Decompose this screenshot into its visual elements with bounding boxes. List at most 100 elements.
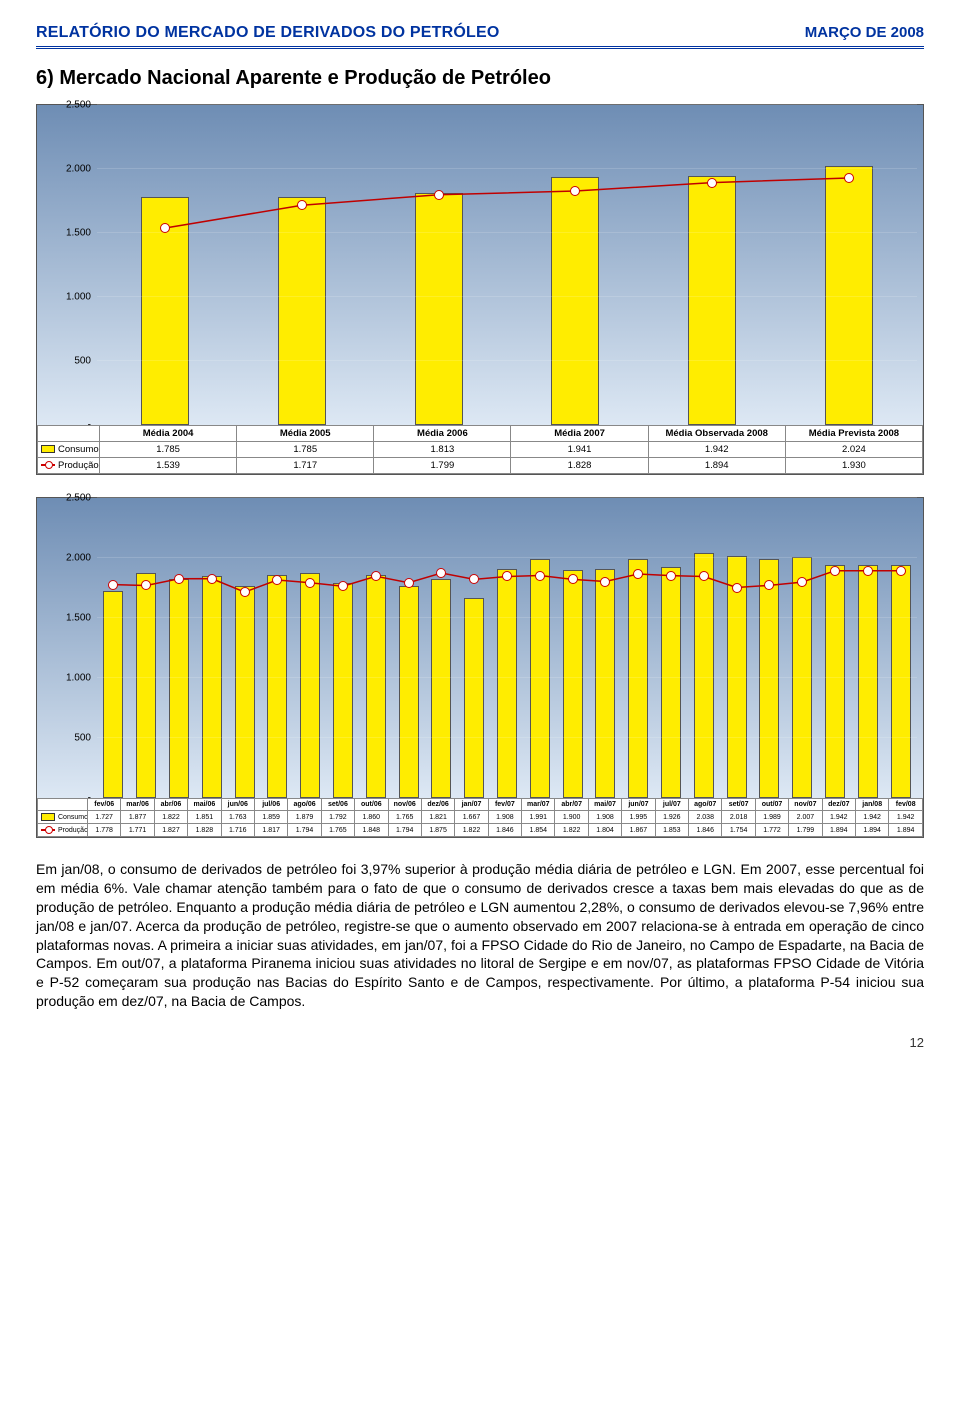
consumo-bar — [530, 559, 550, 798]
category-header: mai/06 — [188, 799, 221, 811]
bar-slot — [195, 498, 228, 798]
producao-cell: 1.846 — [689, 824, 722, 837]
producao-marker — [436, 568, 446, 578]
consumo-bar — [278, 197, 326, 425]
consumo-cell: 1.900 — [555, 811, 588, 824]
consumo-cell: 1.941 — [511, 442, 648, 458]
consumo-bar — [235, 586, 255, 798]
bar-slot — [819, 498, 852, 798]
consumo-cell: 1.813 — [374, 442, 511, 458]
chart-2-legend-table: fev/06mar/06abr/06mai/06jun/06jul/06ago/… — [37, 798, 923, 837]
y-tick: 1.500 — [66, 228, 91, 239]
bar-slot — [163, 498, 196, 798]
producao-cell: 1.894 — [889, 824, 923, 837]
consumo-cell: 1.727 — [88, 811, 121, 824]
bar-slot — [507, 105, 644, 425]
category-header: set/07 — [722, 799, 755, 811]
bar-slot — [753, 498, 786, 798]
producao-marker — [240, 587, 250, 597]
consumo-cell: 2.038 — [689, 811, 722, 824]
category-header: jun/06 — [221, 799, 254, 811]
consumo-cell: 1.763 — [221, 811, 254, 824]
category-header: set/06 — [321, 799, 354, 811]
chart-1-bars — [97, 105, 917, 425]
header-rule — [36, 46, 924, 49]
chart-2-bars — [97, 498, 917, 798]
consumo-cell: 1.785 — [100, 442, 237, 458]
consumo-bar — [694, 553, 714, 798]
header-title: RELATÓRIO DO MERCADO DE DERIVADOS DO PET… — [36, 24, 500, 42]
consumo-bar — [136, 573, 156, 798]
category-header: ago/06 — [288, 799, 321, 811]
producao-cell: 1.716 — [221, 824, 254, 837]
producao-cell: 1.853 — [655, 824, 688, 837]
y-tick: - — [88, 420, 91, 431]
category-header: dez/06 — [421, 799, 454, 811]
producao-cell: 1.754 — [722, 824, 755, 837]
category-header: jul/07 — [655, 799, 688, 811]
consumo-bar — [595, 569, 615, 798]
bar-slot — [589, 498, 622, 798]
producao-marker — [338, 581, 348, 591]
producao-marker — [108, 580, 118, 590]
y-tick: 500 — [74, 356, 91, 367]
section-title: 6) Mercado Nacional Aparente e Produção … — [36, 67, 924, 90]
consumo-cell: 1.765 — [388, 811, 421, 824]
producao-marker — [502, 571, 512, 581]
chart-1-legend-table: Média 2004Média 2005Média 2006Média 2007… — [37, 425, 923, 474]
producao-marker — [570, 186, 580, 196]
y-tick: 2.500 — [66, 493, 91, 504]
producao-cell: 1.848 — [355, 824, 388, 837]
consumo-bar — [661, 567, 681, 798]
consumo-bar — [431, 579, 451, 798]
producao-cell: 1.804 — [588, 824, 621, 837]
consumo-cell: 2.024 — [785, 442, 922, 458]
category-header: jul/06 — [254, 799, 287, 811]
consumo-bar — [300, 573, 320, 798]
y-tick: 2.500 — [66, 100, 91, 111]
bar-slot — [720, 498, 753, 798]
page-number: 12 — [36, 1035, 924, 1050]
consumo-bar — [551, 177, 599, 425]
consumo-bar — [759, 559, 779, 798]
consumo-bar — [103, 591, 123, 798]
producao-cell: 1.846 — [488, 824, 521, 837]
producao-cell: 1.765 — [321, 824, 354, 837]
consumo-cell: 1.942 — [822, 811, 855, 824]
producao-cell: 1.930 — [785, 458, 922, 474]
consumo-bar — [688, 176, 736, 425]
bar-slot — [622, 498, 655, 798]
bar-slot — [687, 498, 720, 798]
consumo-cell: 1.995 — [622, 811, 655, 824]
bar-slot — [780, 105, 917, 425]
bar-slot — [392, 498, 425, 798]
consumo-bar — [415, 193, 463, 425]
producao-marker — [272, 575, 282, 585]
bar-slot — [370, 105, 507, 425]
producao-marker — [434, 190, 444, 200]
producao-marker — [404, 578, 414, 588]
consumo-bar — [202, 576, 222, 798]
consumo-cell: 1.942 — [648, 442, 785, 458]
category-header: Média 2004 — [100, 426, 237, 442]
producao-cell: 1.539 — [100, 458, 237, 474]
chart-2: -5001.0001.5002.0002.500 fev/06mar/06abr… — [36, 497, 924, 838]
consumo-cell: 1.667 — [455, 811, 488, 824]
category-header: fev/07 — [488, 799, 521, 811]
bar-slot — [786, 498, 819, 798]
header-date: MARÇO DE 2008 — [805, 24, 924, 41]
y-tick: 1.500 — [66, 613, 91, 624]
category-header: out/06 — [355, 799, 388, 811]
producao-marker — [896, 566, 906, 576]
consumo-cell: 1.792 — [321, 811, 354, 824]
y-tick: 1.000 — [66, 673, 91, 684]
y-tick: - — [88, 793, 91, 804]
producao-marker — [207, 574, 217, 584]
producao-marker — [297, 200, 307, 210]
bar-slot — [644, 105, 781, 425]
y-tick: 1.000 — [66, 292, 91, 303]
producao-marker — [469, 574, 479, 584]
bar-slot — [523, 498, 556, 798]
category-header: jan/08 — [855, 799, 888, 811]
producao-marker — [305, 578, 315, 588]
